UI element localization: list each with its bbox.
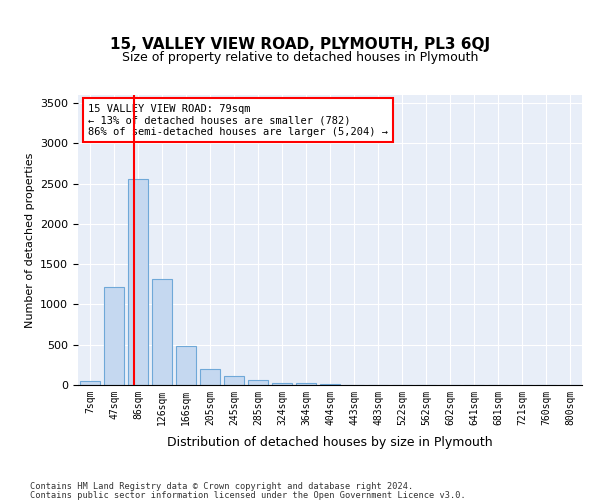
Bar <box>152 280 172 385</box>
Bar <box>80 381 100 385</box>
Text: 15 VALLEY VIEW ROAD: 79sqm
← 13% of detached houses are smaller (782)
86% of sem: 15 VALLEY VIEW ROAD: 79sqm ← 13% of deta… <box>88 104 388 137</box>
Text: Contains HM Land Registry data © Crown copyright and database right 2024.: Contains HM Land Registry data © Crown c… <box>30 482 413 491</box>
Text: Contains public sector information licensed under the Open Government Licence v3: Contains public sector information licen… <box>30 490 466 500</box>
Bar <box>104 286 124 385</box>
Bar <box>320 384 340 385</box>
Text: 15, VALLEY VIEW ROAD, PLYMOUTH, PL3 6QJ: 15, VALLEY VIEW ROAD, PLYMOUTH, PL3 6QJ <box>110 38 490 52</box>
Bar <box>224 376 244 385</box>
Bar <box>200 369 220 385</box>
Bar <box>176 346 196 385</box>
Bar <box>128 179 148 385</box>
Bar <box>296 384 316 385</box>
Bar <box>248 380 268 385</box>
Y-axis label: Number of detached properties: Number of detached properties <box>25 152 35 328</box>
Text: Size of property relative to detached houses in Plymouth: Size of property relative to detached ho… <box>122 51 478 64</box>
X-axis label: Distribution of detached houses by size in Plymouth: Distribution of detached houses by size … <box>167 436 493 449</box>
Bar <box>272 382 292 385</box>
